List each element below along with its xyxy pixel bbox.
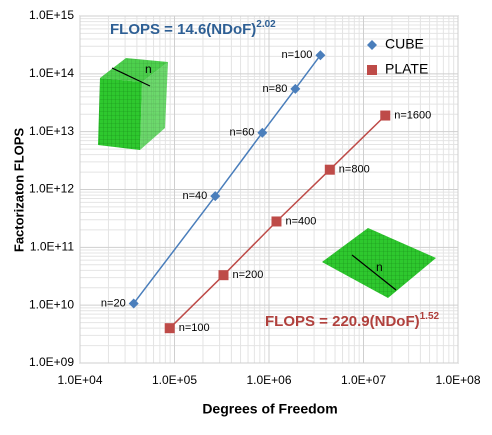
point-label: n=400 [285, 215, 316, 227]
y-tick-label: 1.0E+13 [29, 124, 74, 138]
y-tick-label: 1.0E+12 [29, 182, 74, 196]
x-tick-label: 1.0E+07 [341, 373, 386, 387]
data-point [164, 323, 175, 334]
illustration-label: n [376, 260, 383, 274]
plate-illustration [322, 228, 436, 298]
legend-label: CUBE [385, 36, 424, 52]
x-tick-label: 1.0E+08 [435, 373, 480, 387]
legend-label: PLATE [385, 61, 428, 77]
point-label: n=60 [230, 127, 255, 139]
x-tick-label: 1.0E+04 [57, 373, 102, 387]
annotation: FLOPS = 14.6(NDoF)2.02 [110, 19, 276, 38]
y-tick-label: 1.0E+11 [30, 240, 74, 254]
point-label: n=100 [282, 49, 313, 61]
data-point [271, 216, 282, 227]
x-tick-label: 1.0E+06 [246, 373, 291, 387]
point-label: n=800 [339, 164, 370, 176]
illustration-label: n [145, 62, 152, 76]
point-label: n=200 [232, 269, 263, 281]
annotation-text: FLOPS = 14.6(NDoF) [110, 21, 256, 38]
data-point [315, 50, 326, 61]
point-label: n=1600 [394, 109, 431, 121]
data-point [257, 127, 268, 138]
data-point [380, 110, 391, 121]
data-point [210, 191, 221, 202]
data-point [290, 83, 301, 94]
point-label: n=40 [182, 190, 207, 202]
annotation: FLOPS = 220.9(NDoF)1.52 [265, 311, 440, 330]
y-tick-label: 1.0E+09 [29, 355, 74, 369]
data-point [128, 298, 139, 309]
annotation-exponent: 2.02 [256, 19, 276, 30]
y-axis-label: Factorizaton FLOPS [11, 128, 26, 253]
legend-marker [367, 65, 377, 75]
annotation-exponent: 1.52 [420, 311, 440, 322]
cube-illustration [98, 58, 168, 150]
point-label: n=20 [101, 297, 126, 309]
data-point [324, 164, 335, 175]
y-tick-label: 1.0E+10 [29, 297, 74, 311]
data-point [218, 270, 229, 281]
x-tick-label: 1.0E+05 [152, 373, 197, 387]
point-label: n=80 [263, 83, 288, 95]
legend-marker [367, 40, 377, 50]
point-label: n=100 [179, 322, 210, 334]
y-tick-label: 1.0E+14 [29, 66, 74, 80]
y-tick-label: 1.0E+15 [29, 8, 74, 22]
annotation-text: FLOPS = 220.9(NDoF) [265, 313, 420, 330]
x-axis-label: Degrees of Freedom [202, 401, 337, 417]
